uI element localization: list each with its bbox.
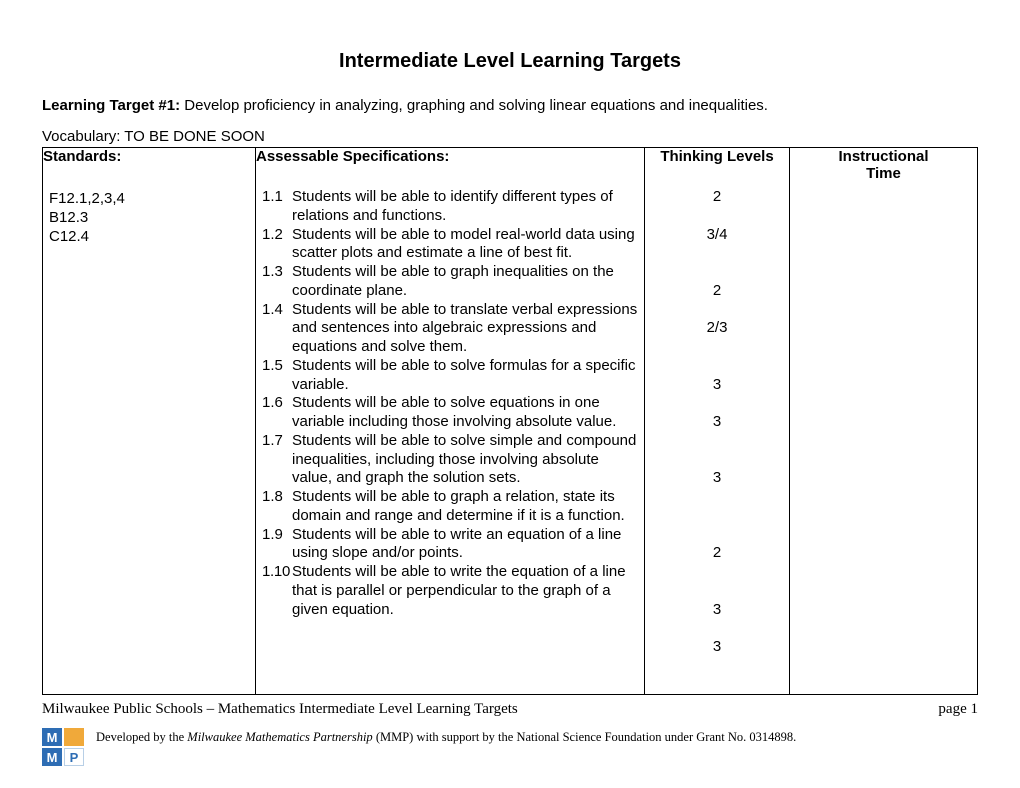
thinking-cell: 2 3/4 2 2/3 3 3 3 2 3 3	[645, 188, 790, 695]
thinking-value: 3	[645, 469, 789, 488]
page-title: Intermediate Level Learning Targets	[42, 50, 978, 73]
spec-number: 1.8	[258, 488, 292, 507]
standards-cell: F12.1,2,3,4B12.3C12.4	[43, 188, 256, 695]
header-thinking: Thinking Levels	[645, 148, 790, 183]
header-time: Instructional Time	[790, 148, 978, 183]
spec-text: Students will be able to identify differ…	[292, 188, 638, 226]
thinking-value: 3	[645, 601, 789, 620]
thinking-value: 3/4	[645, 226, 789, 245]
spec-number: 1.7	[258, 432, 292, 451]
spec-row: 1.10Students will be able to write the e…	[256, 563, 644, 619]
spec-row: 1.7Students will be able to solve simple…	[256, 432, 644, 488]
spec-row: 1.9Students will be able to write an equ…	[256, 526, 644, 564]
spec-row: 1.6Students will be able to solve equati…	[256, 394, 644, 432]
spec-text: Students will be able to graph a relatio…	[292, 488, 638, 526]
thinking-value: 3	[645, 413, 789, 432]
learning-target-label: Learning Target #1:	[42, 97, 180, 114]
spec-number: 1.3	[258, 263, 292, 282]
time-cell	[790, 188, 978, 695]
spec-text: Students will be able to translate verba…	[292, 301, 638, 357]
standard-item: C12.4	[49, 228, 249, 247]
thinking-value: 2	[645, 544, 789, 563]
header-specs: Assessable Specifications:	[256, 148, 645, 183]
header-standards: Standards:	[43, 148, 256, 183]
spec-number: 1.1	[258, 188, 292, 207]
footer-credit: Developed by the Milwaukee Mathematics P…	[96, 728, 796, 745]
spec-text: Students will be able to solve formulas …	[292, 357, 638, 395]
targets-table: Standards: Assessable Specifications: Th…	[42, 147, 978, 695]
spec-number: 1.2	[258, 226, 292, 245]
spec-number: 1.6	[258, 394, 292, 413]
thinking-value: 2	[645, 282, 789, 301]
logo-cell-m2: M	[42, 748, 62, 766]
spec-row: 1.3Students will be able to graph inequa…	[256, 263, 644, 301]
learning-target: Learning Target #1: Develop proficiency …	[42, 97, 978, 114]
specs-cell: 1.1Students will be able to identify dif…	[256, 188, 645, 695]
vocabulary-line: Vocabulary: TO BE DONE SOON	[42, 128, 978, 145]
footer-left: Milwaukee Public Schools – Mathematics I…	[42, 701, 518, 718]
spec-number: 1.5	[258, 357, 292, 376]
spec-row: 1.2Students will be able to model real-w…	[256, 226, 644, 264]
spec-text: Students will be able to model real-worl…	[292, 226, 638, 264]
spec-row: 1.4Students will be able to translate ve…	[256, 301, 644, 357]
standard-item: B12.3	[49, 209, 249, 228]
logo-cell-blank	[64, 728, 84, 746]
page-footer: Milwaukee Public Schools – Mathematics I…	[42, 701, 978, 766]
spec-number: 1.4	[258, 301, 292, 320]
table-body-row: F12.1,2,3,4B12.3C12.4 1.1Students will b…	[43, 188, 978, 695]
thinking-value: 2	[645, 188, 789, 207]
table-header-row: Standards: Assessable Specifications: Th…	[43, 148, 978, 183]
logo-cell-m1: M	[42, 728, 62, 746]
spec-text: Students will be able to write an equati…	[292, 526, 638, 564]
thinking-value: 2/3	[645, 319, 789, 338]
standard-item: F12.1,2,3,4	[49, 190, 249, 209]
spec-number: 1.9	[258, 526, 292, 545]
spec-row: 1.1Students will be able to identify dif…	[256, 188, 644, 226]
footer-page: page 1	[938, 701, 978, 718]
spec-text: Students will be able to write the equat…	[292, 563, 638, 619]
mmp-logo: M M P	[42, 728, 84, 766]
thinking-value: 3	[645, 376, 789, 395]
thinking-value: 3	[645, 638, 789, 657]
learning-target-text: Develop proficiency in analyzing, graphi…	[184, 97, 768, 114]
spec-number: 1.10	[258, 563, 292, 582]
logo-cell-p: P	[64, 748, 84, 766]
spec-text: Students will be able to solve equations…	[292, 394, 638, 432]
spec-text: Students will be able to solve simple an…	[292, 432, 638, 488]
spec-row: 1.8Students will be able to graph a rela…	[256, 488, 644, 526]
spec-text: Students will be able to graph inequalit…	[292, 263, 638, 301]
spec-row: 1.5Students will be able to solve formul…	[256, 357, 644, 395]
